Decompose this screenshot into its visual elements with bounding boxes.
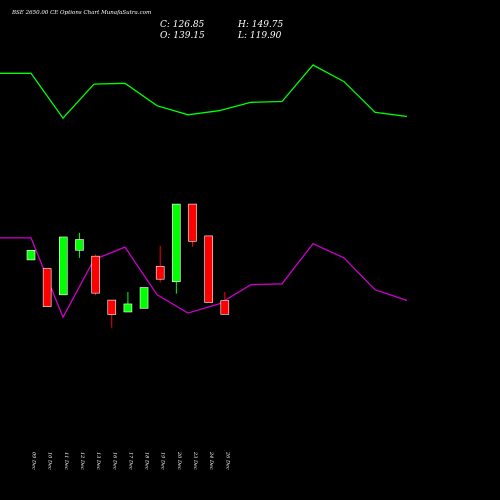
candle-body [75, 239, 84, 251]
candle-body [42, 268, 52, 307]
x-tick-label: 24 Dec [208, 451, 214, 470]
x-tick-label: 20 Dec [176, 451, 182, 470]
candle [42, 268, 52, 307]
x-tick-label: 19 Dec [160, 452, 166, 470]
candle [220, 292, 230, 315]
candle-body [220, 300, 230, 315]
candle-body [91, 255, 100, 294]
low-value: L: 119.90 [237, 31, 282, 41]
open-value: O: 139.15 [160, 31, 205, 41]
x-tick-label: 16 Dec [111, 452, 117, 470]
x-tick-label: 12 Dec [79, 452, 85, 470]
candle [172, 203, 181, 294]
close-value: C: 126.85 [160, 20, 205, 30]
x-axis-labels: 09 Dec 10 Dec 11 Dec 12 Dec 13 Dec 16 Dec 17 D… [31, 451, 231, 470]
chart-title: BSE 2650.00 CE Options Chart MunafaSutra… [11, 10, 151, 16]
candle [75, 232, 84, 258]
x-tick-label: 18 Dec [144, 452, 150, 470]
candle-body [204, 235, 213, 303]
x-tick-label: 23 Dec [192, 451, 198, 470]
candle [107, 299, 117, 328]
candle [155, 245, 165, 283]
x-tick-label: 10 Dec [47, 452, 53, 470]
candle-body [172, 203, 181, 283]
x-tick-label: 17 Dec [127, 452, 133, 470]
candle-body [58, 236, 68, 296]
candle-body [139, 287, 149, 309]
candle [188, 203, 197, 247]
overlay-series-line-2 [0, 237, 408, 319]
x-tick-label: 09 Dec [31, 452, 37, 470]
overlay-lines [0, 64, 408, 319]
high-value: H: 149.75 [237, 20, 284, 30]
x-tick-label: 26 Dec [224, 451, 230, 470]
candle [91, 254, 100, 296]
candle [26, 250, 36, 261]
candles [26, 203, 230, 328]
candle-body [188, 203, 197, 242]
candle-body [123, 303, 133, 313]
candle-body [155, 266, 165, 280]
candle [123, 292, 133, 313]
candle [204, 235, 213, 303]
candle-body [107, 299, 117, 315]
candle [58, 236, 68, 296]
candle-body [26, 250, 36, 261]
x-tick-label: 13 Dec [95, 452, 101, 470]
x-tick-label: 11 Dec [63, 452, 69, 470]
candle [139, 287, 149, 309]
overlay-series-line-1 [0, 64, 408, 120]
